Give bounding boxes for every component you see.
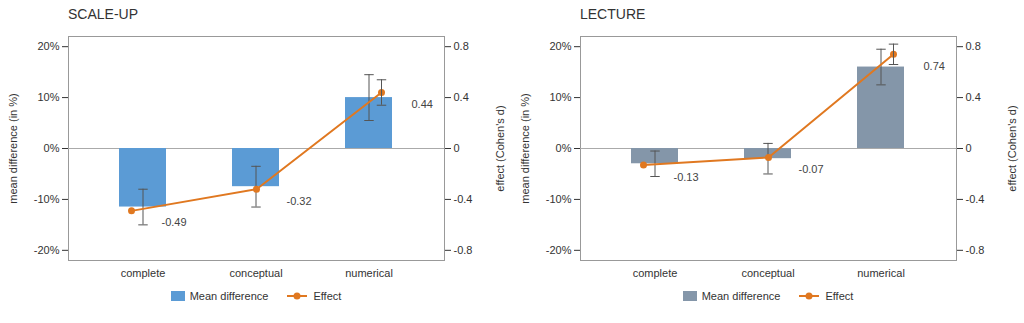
svg-text:numerical: numerical: [345, 267, 393, 279]
html-text:Mean difference: Mean difference: [701, 290, 781, 302]
svg-text:20%: 20%: [549, 40, 571, 52]
svg-text:-20%: -20%: [34, 244, 60, 256]
svg-text:20%: 20%: [37, 40, 59, 52]
svg-text:-10%: -10%: [546, 193, 572, 205]
svg-text:-0.49: -0.49: [162, 216, 187, 228]
svg-text:-0.32: -0.32: [287, 195, 312, 207]
svg-text:-0.13: -0.13: [674, 171, 699, 183]
svg-text:-0.8: -0.8: [454, 244, 473, 256]
html-text:SCALE-UP: SCALE-UP: [68, 6, 138, 22]
html-text:Mean difference: Mean difference: [189, 290, 269, 302]
html-text:Effect: Effect: [825, 290, 854, 302]
html-text:Effect: Effect: [313, 290, 342, 302]
svg-text:0.4: 0.4: [966, 91, 981, 103]
html-text:LECTURE: LECTURE: [580, 6, 646, 22]
svg-text:0%: 0%: [44, 142, 60, 154]
svg-text:0: 0: [966, 142, 972, 154]
svg-text:complete: complete: [633, 267, 678, 279]
svg-text:-10%: -10%: [34, 193, 60, 205]
svg-text:0.8: 0.8: [966, 40, 981, 52]
svg-text:-20%: -20%: [546, 244, 572, 256]
svg-text:complete: complete: [121, 267, 166, 279]
svg-text:10%: 10%: [37, 91, 59, 103]
svg-text:mean difference (in %): mean difference (in %): [519, 93, 531, 203]
svg-text:0.44: 0.44: [412, 98, 433, 110]
svg-text:effect (Cohen's d): effect (Cohen's d): [1006, 105, 1018, 191]
svg-text:effect (Cohen's d): effect (Cohen's d): [494, 105, 506, 191]
svg-text:0%: 0%: [556, 142, 572, 154]
svg-text:-0.8: -0.8: [966, 244, 985, 256]
svg-text:-0.4: -0.4: [966, 193, 985, 205]
svg-text:0: 0: [454, 142, 460, 154]
svg-text:conceptual: conceptual: [229, 267, 282, 279]
svg-text:-0.4: -0.4: [454, 193, 473, 205]
svg-text:0.8: 0.8: [454, 40, 469, 52]
svg-text:0.74: 0.74: [924, 60, 945, 72]
svg-text:0.4: 0.4: [454, 91, 469, 103]
svg-text:numerical: numerical: [857, 267, 905, 279]
svg-text:-0.07: -0.07: [799, 163, 824, 175]
svg-text:mean difference (in %): mean difference (in %): [7, 93, 19, 203]
svg-text:conceptual: conceptual: [741, 267, 794, 279]
svg-text:10%: 10%: [549, 91, 571, 103]
